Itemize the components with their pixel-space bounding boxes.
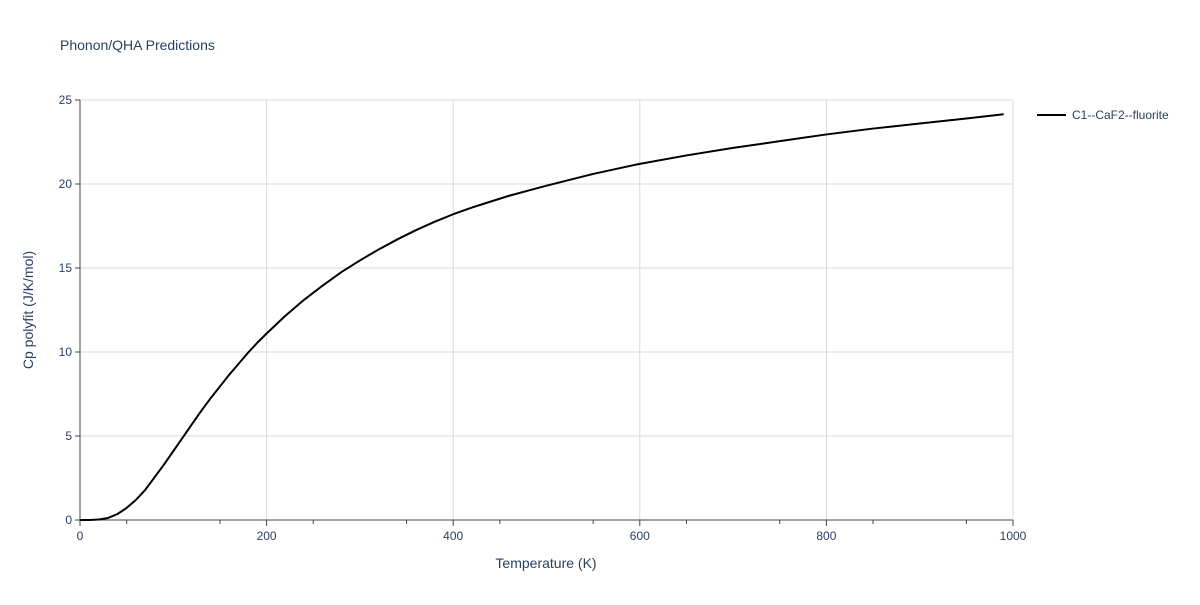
- grid-layer: [80, 99, 1014, 520]
- y-tick-label: 0: [65, 513, 72, 527]
- axis-layer: 0 200 400 600 800 1000 0 5 10 15 20 25: [59, 93, 1027, 543]
- series-line: [80, 113, 1004, 521]
- y-tick-label: 5: [65, 429, 72, 443]
- x-tick-label: 800: [816, 529, 836, 543]
- y-tick-label: 15: [59, 261, 73, 275]
- x-tick-label: 600: [630, 529, 650, 543]
- x-tick-label: 400: [443, 529, 463, 543]
- y-tick-label: 10: [59, 345, 73, 359]
- legend[interactable]: C1--CaF2--fluorite: [1037, 108, 1169, 122]
- y-tick-label: 25: [59, 93, 73, 107]
- x-axis-label: Temperature (K): [495, 555, 596, 571]
- x-tick-label: 200: [257, 529, 277, 543]
- y-axis-label: Cp polyfit (J/K/mol): [20, 251, 36, 369]
- x-tick-label: 1000: [1000, 529, 1027, 543]
- legend-item[interactable]: C1--CaF2--fluorite: [1037, 108, 1169, 122]
- chart-title: Phonon/QHA Predictions: [60, 37, 215, 53]
- legend-label: C1--CaF2--fluorite: [1072, 108, 1169, 122]
- y-tick-label: 20: [59, 177, 73, 191]
- series-layer: [80, 113, 1004, 521]
- x-tick-label: 0: [77, 529, 84, 543]
